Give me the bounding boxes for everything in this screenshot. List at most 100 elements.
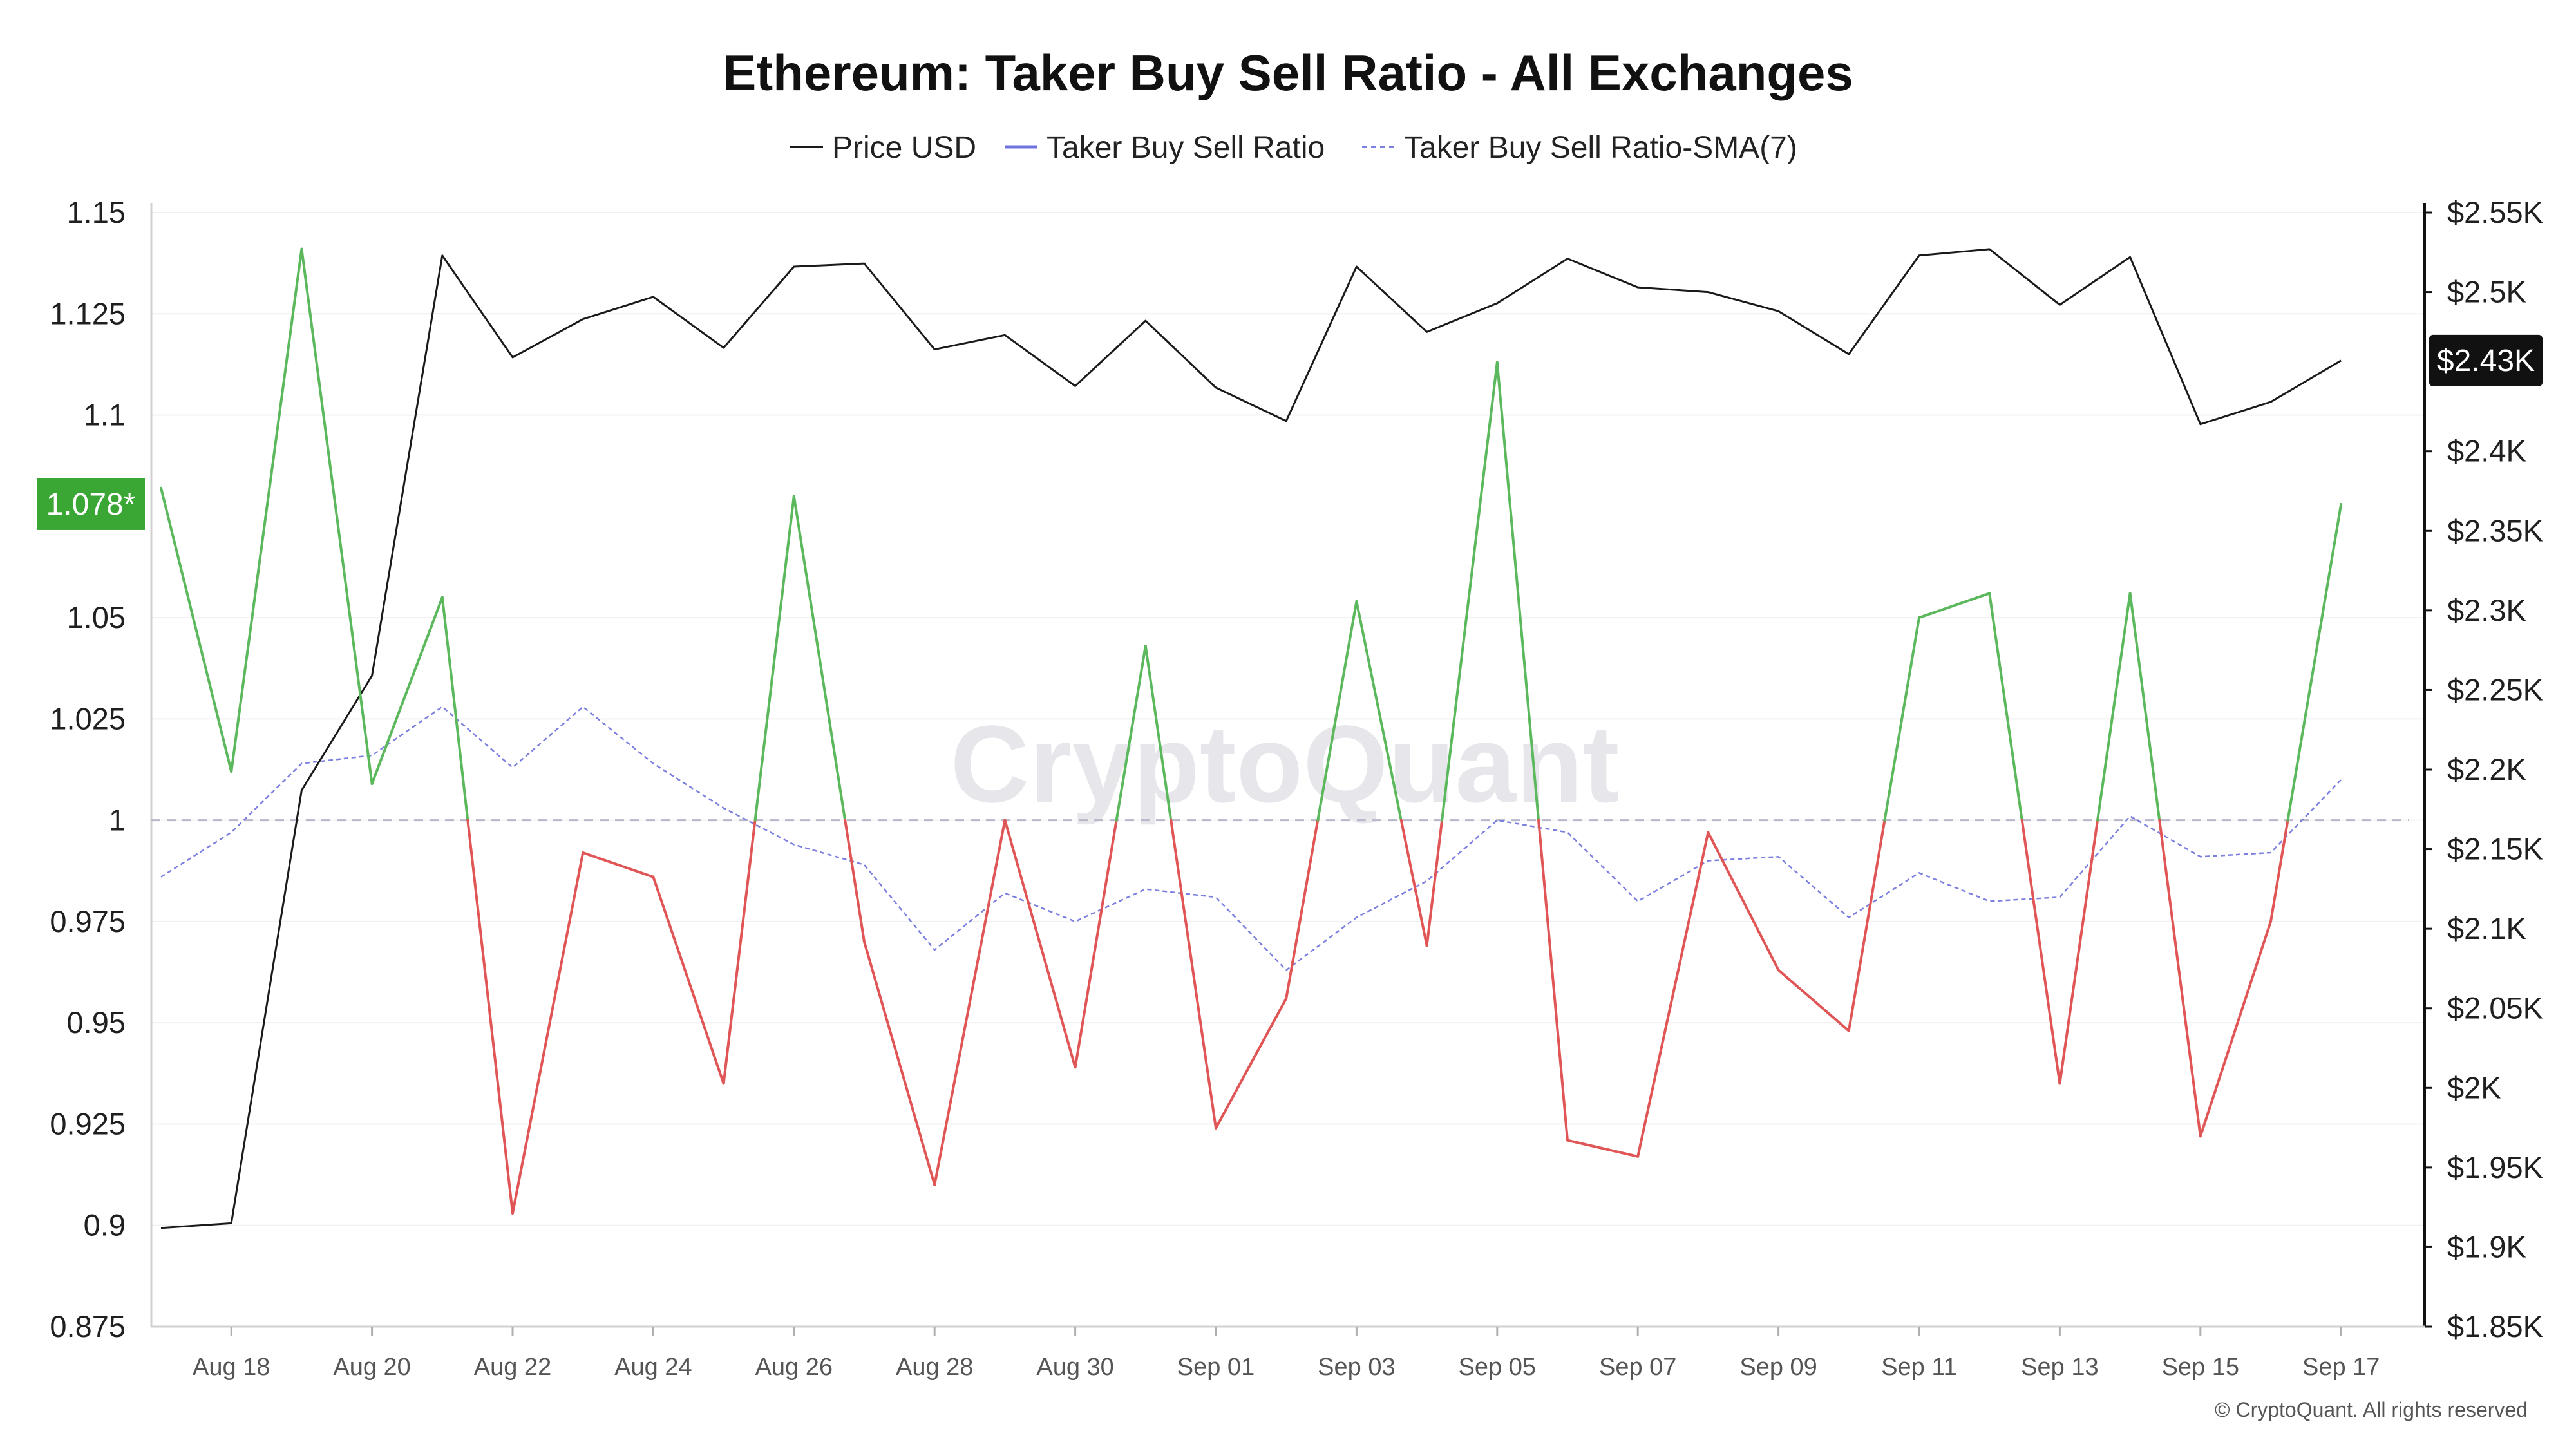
x-tick-label: Aug 26 bbox=[755, 1354, 833, 1381]
ratio-segment bbox=[1003, 819, 1077, 1069]
ratio-segment bbox=[1425, 819, 1444, 947]
ratio-segment bbox=[1215, 997, 1288, 1130]
series-line-price bbox=[160, 248, 2342, 1229]
ratio-segment bbox=[1399, 819, 1428, 947]
x-tick-label: Sep 11 bbox=[1881, 1354, 1957, 1381]
right-value-badge-label: $2.43K bbox=[2437, 344, 2535, 378]
left-tick-label: 1.15 bbox=[67, 195, 126, 229]
ratio-segment bbox=[1988, 592, 2023, 822]
ratio-segment bbox=[370, 596, 444, 786]
ratio-segment bbox=[1636, 831, 1710, 1158]
ratio-segment bbox=[1537, 819, 1569, 1142]
legend-label-sma: Taker Buy Sell Ratio-SMA(7) bbox=[1404, 131, 1797, 165]
legend-item-ratio[interactable]: Taker Buy Sell Ratio bbox=[1005, 131, 1325, 165]
left-tick-label: 0.975 bbox=[50, 904, 126, 938]
right-value-badge bbox=[2429, 334, 2543, 386]
right-tick-label: $1.95K bbox=[2447, 1150, 2543, 1184]
left-tick-label: 1.025 bbox=[50, 701, 126, 735]
x-tick-label: Aug 28 bbox=[896, 1354, 973, 1381]
ratio-segment bbox=[160, 486, 233, 773]
ratio-segment bbox=[1316, 600, 1358, 822]
right-tick-label: $2.4K bbox=[2447, 434, 2526, 468]
ratio-segment bbox=[2199, 920, 2272, 1138]
left-tick-label: 1 bbox=[109, 803, 126, 837]
ratio-segment bbox=[511, 851, 585, 1215]
chart-title: Ethereum: Taker Buy Sell Ratio - All Exc… bbox=[723, 44, 1853, 101]
series-line-sma7 bbox=[160, 705, 2342, 972]
right-tick-label: $2.1K bbox=[2447, 911, 2526, 945]
x-tick-label: Sep 01 bbox=[1177, 1354, 1255, 1381]
ratio-segment bbox=[1566, 1139, 1640, 1158]
ratio-segment bbox=[2020, 819, 2061, 1085]
x-axis-ticks: Aug 18 Aug 20 Aug 22 Aug 24 Aug 26 Aug 28 Aug … bbox=[193, 1327, 2380, 1381]
ratio-segment bbox=[1847, 819, 1886, 1032]
left-tick-label: 0.875 bbox=[50, 1309, 126, 1343]
legend-label-ratio: Taker Buy Sell Ratio bbox=[1046, 131, 1325, 165]
ratio-segment bbox=[1918, 592, 1991, 620]
watermark: CryptoQuant bbox=[951, 703, 1620, 826]
right-axis-ticks: $2.55K $2.5K $2.4K $2.35K $2.3K $2.25K $2.2K $2… bbox=[2425, 195, 2543, 1343]
ratio-segment bbox=[1115, 645, 1147, 822]
right-tick-label: $1.85K bbox=[2447, 1309, 2543, 1343]
ratio-segment bbox=[2158, 819, 2202, 1138]
ratio-segment bbox=[1074, 819, 1118, 1069]
x-tick-label: Sep 07 bbox=[1599, 1354, 1676, 1381]
ratio-segment bbox=[1495, 361, 1540, 822]
ratio-segment bbox=[2058, 819, 2099, 1085]
left-tick-label: 0.925 bbox=[50, 1106, 126, 1141]
ratio-segment bbox=[1144, 645, 1173, 822]
series bbox=[151, 247, 2409, 1229]
ratio-segment bbox=[844, 819, 866, 943]
legend-label-price: Price USD bbox=[832, 131, 976, 165]
ratio-segment bbox=[466, 819, 514, 1215]
right-tick-label: $1.9K bbox=[2447, 1229, 2526, 1264]
right-tick-label: $2.25K bbox=[2447, 672, 2543, 706]
ratio-segment bbox=[1777, 969, 1850, 1032]
ratio-segment bbox=[582, 851, 655, 878]
ratio-segment bbox=[933, 819, 1007, 1186]
left-tick-label: 1.125 bbox=[50, 296, 126, 330]
right-tick-label: $2.35K bbox=[2447, 513, 2543, 547]
ratio-segment bbox=[440, 596, 469, 822]
x-tick-label: Sep 13 bbox=[2021, 1354, 2098, 1381]
left-value-badge bbox=[37, 478, 145, 530]
right-tick-label: $2.15K bbox=[2447, 832, 2543, 866]
ratio-segment bbox=[2269, 819, 2289, 923]
ratio-segment bbox=[230, 247, 303, 773]
left-value-badge-label: 1.078* bbox=[46, 488, 136, 522]
ratio-segment bbox=[1441, 361, 1499, 822]
right-tick-label: $2K bbox=[2447, 1070, 2501, 1104]
ratio-segment bbox=[753, 495, 795, 822]
right-tick-label: $2.3K bbox=[2447, 593, 2526, 627]
legend-item-price[interactable]: Price USD bbox=[790, 131, 976, 165]
right-tick-label: $2.5K bbox=[2447, 275, 2526, 309]
ratio-segment bbox=[863, 940, 936, 1186]
right-tick-label: $2.05K bbox=[2447, 991, 2543, 1025]
ratio-segment bbox=[1170, 819, 1217, 1130]
x-tick-label: Aug 18 bbox=[193, 1354, 270, 1381]
legend-item-sma[interactable]: Taker Buy Sell Ratio-SMA(7) bbox=[1362, 131, 1797, 165]
right-tick-label: $2.55K bbox=[2447, 195, 2543, 229]
x-tick-label: Aug 22 bbox=[474, 1354, 551, 1381]
ratio-segment bbox=[652, 875, 725, 1085]
right-tick-label: $2.2K bbox=[2447, 752, 2526, 786]
copyright-footer: © CryptoQuant. All rights reserved bbox=[2215, 1398, 2528, 1421]
ratio-segment bbox=[2286, 502, 2343, 822]
legend: Price USD Taker Buy Sell Ratio Taker Buy… bbox=[790, 131, 1797, 165]
ratio-segment bbox=[1285, 819, 1320, 1000]
x-tick-label: Aug 24 bbox=[614, 1354, 692, 1381]
ratio-segment bbox=[1707, 831, 1780, 972]
ratio-segment bbox=[2096, 592, 2132, 822]
ratio-segment bbox=[792, 495, 847, 822]
ratio-segment bbox=[300, 247, 374, 786]
x-tick-label: Aug 20 bbox=[333, 1354, 410, 1381]
x-tick-label: Aug 30 bbox=[1036, 1354, 1113, 1381]
x-tick-label: Sep 03 bbox=[1318, 1354, 1395, 1381]
left-tick-label: 1.1 bbox=[84, 398, 126, 432]
x-tick-label: Sep 17 bbox=[2302, 1354, 2380, 1381]
left-tick-label: 0.9 bbox=[84, 1208, 126, 1242]
x-tick-label: Sep 15 bbox=[2162, 1354, 2239, 1381]
left-axis-ticks: 1.15 1.125 1.1 1.05 1.025 1 0.975 0.95 0.925 0.9 0… bbox=[50, 195, 126, 1343]
axes bbox=[150, 203, 2426, 1328]
